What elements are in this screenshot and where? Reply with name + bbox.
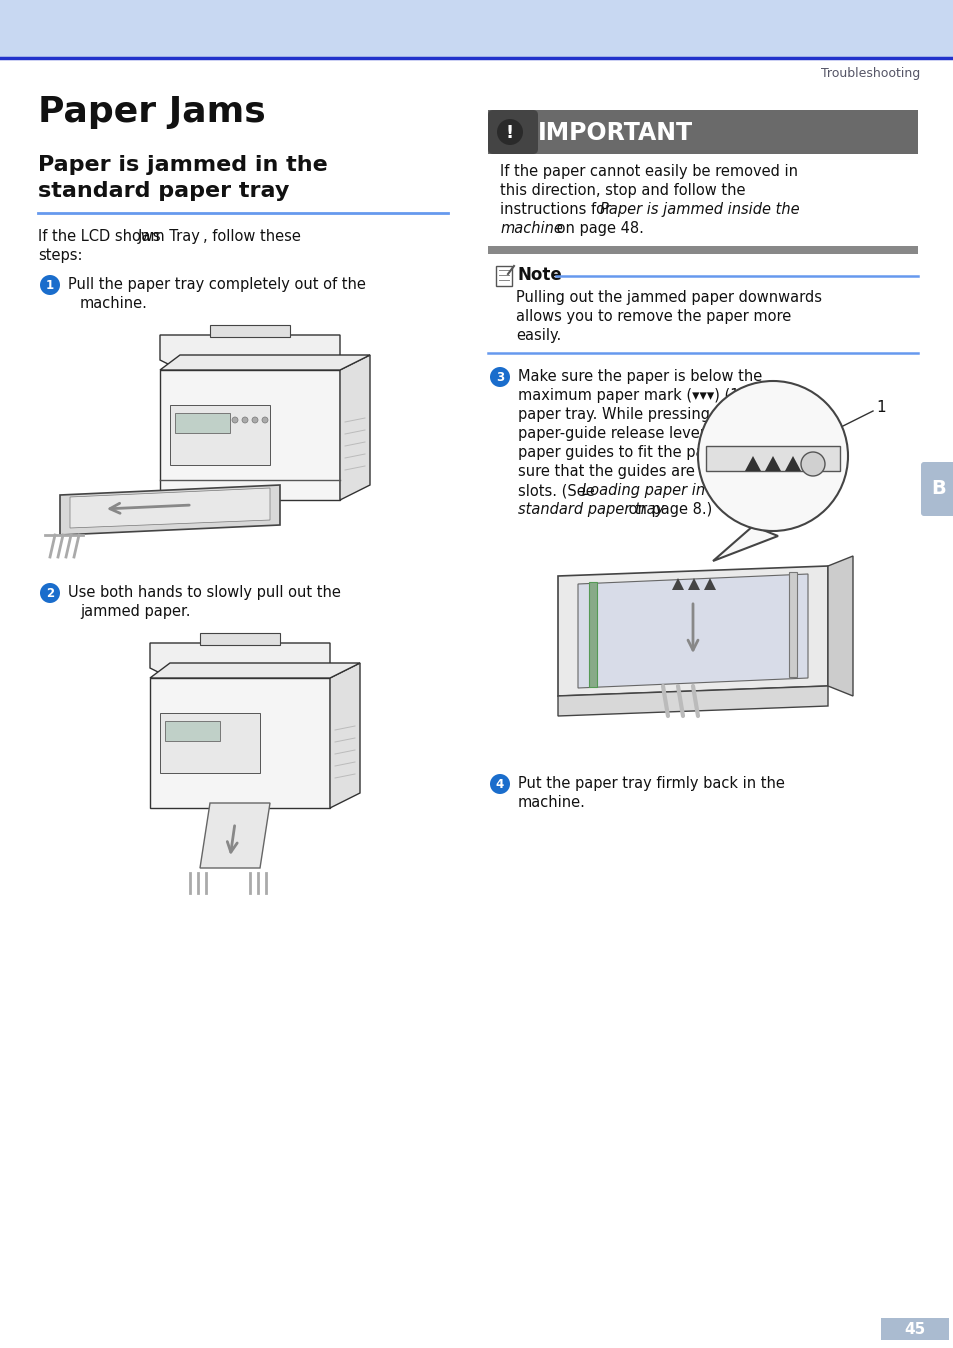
Bar — [488, 245, 917, 253]
Text: paper guides to fit the paper size. Make: paper guides to fit the paper size. Make — [517, 445, 809, 460]
Bar — [880, 1318, 948, 1340]
Text: standard paper tray: standard paper tray — [38, 181, 289, 201]
Circle shape — [40, 582, 60, 603]
Bar — [160, 369, 339, 500]
Polygon shape — [578, 574, 807, 687]
Text: steps:: steps: — [38, 248, 82, 263]
Text: Pulling out the jammed paper downwards: Pulling out the jammed paper downwards — [516, 290, 821, 305]
Circle shape — [490, 774, 510, 794]
Text: instructions for: instructions for — [499, 202, 615, 217]
Polygon shape — [200, 803, 270, 868]
Polygon shape — [687, 578, 700, 590]
Circle shape — [242, 417, 248, 423]
Polygon shape — [150, 663, 359, 678]
Text: 4: 4 — [496, 778, 503, 791]
Text: , follow these: , follow these — [203, 229, 300, 244]
FancyArrowPatch shape — [687, 604, 698, 650]
Bar — [210, 325, 290, 337]
Text: machine: machine — [499, 221, 562, 236]
Text: Loading paper in the: Loading paper in the — [581, 483, 733, 497]
Bar — [588, 582, 597, 687]
Bar — [488, 111, 917, 154]
Text: If the paper cannot easily be removed in: If the paper cannot easily be removed in — [499, 164, 797, 179]
Polygon shape — [744, 456, 760, 470]
Text: Make sure the paper is below the: Make sure the paper is below the — [517, 369, 761, 384]
Text: IMPORTANT: IMPORTANT — [537, 120, 693, 144]
Text: machine.: machine. — [517, 795, 585, 810]
Polygon shape — [60, 485, 280, 535]
Text: sure that the guides are firmly in the: sure that the guides are firmly in the — [517, 464, 788, 479]
Polygon shape — [712, 526, 778, 561]
Text: paper tray. While pressing the green: paper tray. While pressing the green — [517, 407, 785, 422]
Text: Paper is jammed in the: Paper is jammed in the — [38, 155, 328, 175]
Text: Use both hands to slowly pull out the: Use both hands to slowly pull out the — [68, 585, 340, 600]
Text: slots. (See: slots. (See — [517, 483, 598, 497]
Circle shape — [262, 417, 268, 423]
Text: Put the paper tray firmly back in the: Put the paper tray firmly back in the — [517, 776, 784, 791]
FancyBboxPatch shape — [488, 111, 537, 154]
Bar — [160, 713, 260, 772]
Polygon shape — [784, 456, 801, 470]
Text: !: ! — [505, 124, 514, 142]
Text: Note: Note — [517, 266, 562, 284]
Text: jammed paper.: jammed paper. — [80, 604, 191, 619]
Bar — [705, 446, 840, 470]
Polygon shape — [160, 336, 339, 369]
Circle shape — [252, 417, 257, 423]
Text: this direction, stop and follow the: this direction, stop and follow the — [499, 183, 744, 198]
Circle shape — [232, 417, 237, 423]
Text: Paper Jams: Paper Jams — [38, 94, 266, 129]
Text: Troubleshooting: Troubleshooting — [820, 67, 919, 81]
Polygon shape — [339, 355, 370, 500]
FancyBboxPatch shape — [920, 462, 953, 516]
Bar — [165, 721, 220, 741]
Polygon shape — [330, 663, 359, 807]
Text: 45: 45 — [903, 1321, 924, 1336]
Text: If the LCD shows: If the LCD shows — [38, 229, 165, 244]
Text: standard paper tray: standard paper tray — [517, 501, 663, 518]
FancyArrowPatch shape — [227, 826, 237, 852]
Bar — [788, 572, 796, 677]
Polygon shape — [558, 566, 827, 696]
Text: machine.: machine. — [80, 297, 148, 311]
Text: easily.: easily. — [516, 328, 560, 342]
Text: 3: 3 — [496, 371, 503, 384]
Text: Paper is jammed inside the: Paper is jammed inside the — [599, 202, 799, 217]
Text: 2: 2 — [46, 586, 54, 600]
Polygon shape — [558, 686, 827, 716]
Text: maximum paper mark (▾▾▾) (1) of the: maximum paper mark (▾▾▾) (1) of the — [517, 388, 792, 403]
Bar — [200, 634, 280, 644]
Text: 1: 1 — [46, 279, 54, 293]
Polygon shape — [827, 555, 852, 696]
Circle shape — [698, 381, 847, 531]
Bar — [0, 0, 953, 58]
Bar — [174, 412, 230, 433]
Circle shape — [497, 119, 522, 146]
Polygon shape — [764, 456, 781, 470]
Polygon shape — [160, 355, 370, 369]
Polygon shape — [671, 578, 683, 590]
Text: on page 8.): on page 8.) — [623, 501, 712, 518]
Text: Pull the paper tray completely out of the: Pull the paper tray completely out of th… — [68, 276, 366, 293]
Bar — [150, 678, 330, 807]
FancyArrowPatch shape — [110, 503, 189, 514]
Text: Jam Tray: Jam Tray — [138, 229, 201, 244]
Text: on page 48.: on page 48. — [552, 221, 643, 236]
Circle shape — [801, 452, 824, 476]
Circle shape — [490, 367, 510, 387]
Text: paper-guide release lever, slide the: paper-guide release lever, slide the — [517, 426, 778, 441]
Text: allows you to remove the paper more: allows you to remove the paper more — [516, 309, 790, 324]
Bar — [496, 266, 512, 286]
Polygon shape — [70, 488, 270, 528]
Text: 1: 1 — [875, 400, 884, 415]
Polygon shape — [703, 578, 716, 590]
Bar — [170, 404, 270, 465]
Text: B: B — [931, 480, 945, 499]
Circle shape — [40, 275, 60, 295]
Polygon shape — [150, 643, 330, 678]
